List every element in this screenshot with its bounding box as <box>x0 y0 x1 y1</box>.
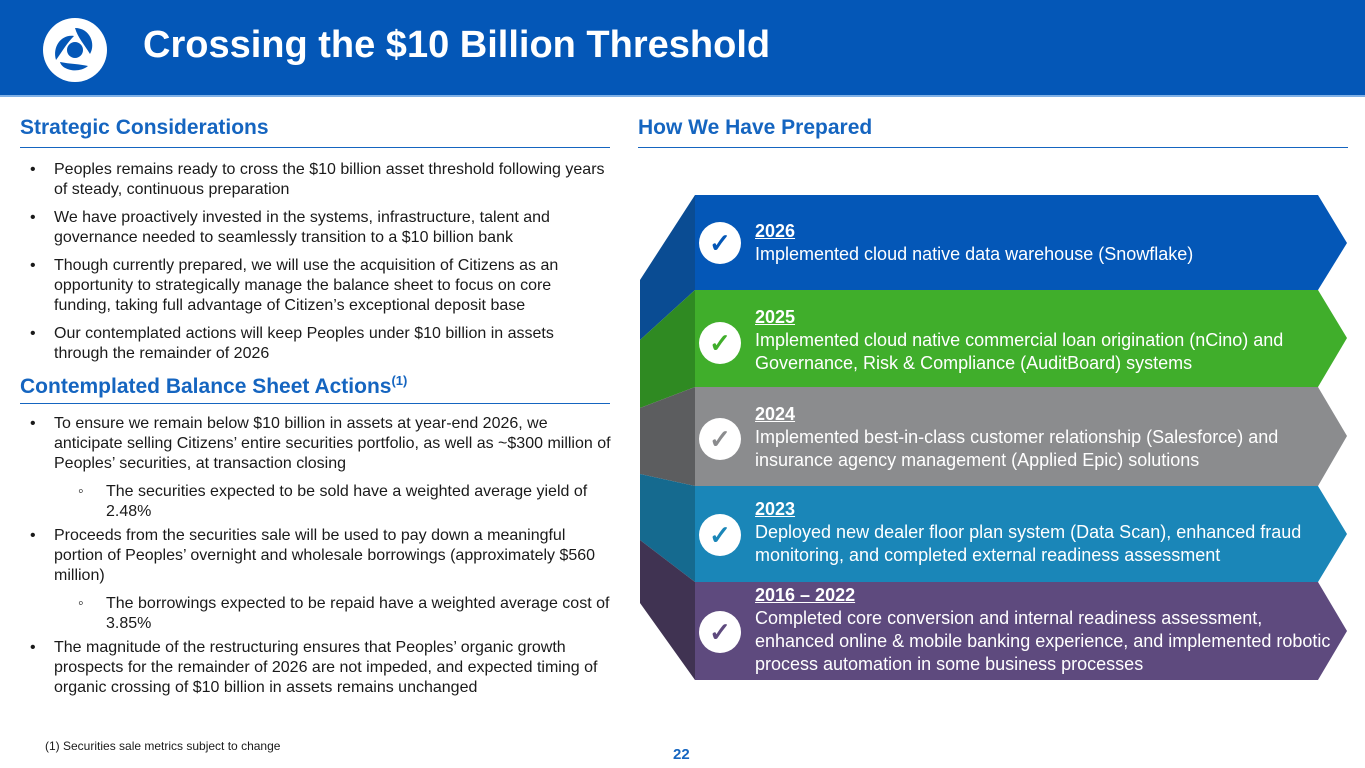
timeline-item-2024: 2024 Implemented best-in-class customer r… <box>755 403 1335 472</box>
divider <box>20 403 610 404</box>
description: Implemented cloud native commercial loan… <box>755 330 1284 373</box>
timeline-item-2016-2022: 2016 – 2022 Completed core conversion and… <box>755 584 1335 676</box>
description: Implemented cloud native data warehouse … <box>755 244 1194 264</box>
footnote-marker: (1) <box>391 373 408 388</box>
check-icon: ✓ <box>699 322 741 364</box>
band-side-2024 <box>640 387 695 486</box>
timeline-item-2026: 2026 Implemented cloud native data wareho… <box>755 220 1335 266</box>
check-icon: ✓ <box>699 418 741 460</box>
description: Deployed new dealer floor plan system (D… <box>755 522 1302 565</box>
check-icon: ✓ <box>699 222 741 264</box>
band-2024 <box>695 387 1347 486</box>
band-side-2016 <box>640 540 695 680</box>
check-icon: ✓ <box>699 611 741 653</box>
list-item: Proceeds from the securities sale will b… <box>22 526 612 586</box>
balance-sheet-actions-heading: Contemplated Balance Sheet Actions(1) <box>20 373 407 399</box>
divider <box>638 147 1348 148</box>
band-side-2025 <box>640 290 695 408</box>
year: 2026 <box>755 221 796 241</box>
actions-list: To ensure we remain below $10 billion in… <box>22 414 612 706</box>
page-title: Crossing the $10 Billion Threshold <box>143 24 771 66</box>
check-icon: ✓ <box>699 514 741 556</box>
list-item: Peoples remains ready to cross the $10 b… <box>22 160 612 200</box>
list-item: To ensure we remain below $10 billion in… <box>22 414 612 474</box>
list-item: Our contemplated actions will keep Peopl… <box>22 324 612 364</box>
footnote: (1) Securities sale metrics subject to c… <box>45 739 281 753</box>
band-2025 <box>695 290 1347 387</box>
heading-text: Contemplated Balance Sheet Actions <box>20 375 392 398</box>
header-bar: Crossing the $10 Billion Threshold <box>0 0 1365 97</box>
divider <box>20 147 610 148</box>
year: 2023 <box>755 499 796 519</box>
year: 2024 <box>755 404 796 424</box>
band-side-2023 <box>640 474 695 582</box>
year: 2025 <box>755 307 796 327</box>
timeline-item-2025: 2025 Implemented cloud native commercial … <box>755 306 1335 375</box>
year: 2016 – 2022 <box>755 585 856 605</box>
page-number: 22 <box>673 746 690 763</box>
band-side-2026 <box>640 195 695 340</box>
description: Implemented best-in-class customer relat… <box>755 427 1279 470</box>
list-item: Though currently prepared, we will use t… <box>22 256 612 316</box>
list-item: The magnitude of the restructuring ensur… <box>22 638 612 698</box>
how-prepared-heading: How We Have Prepared <box>638 116 873 139</box>
timeline-item-2023: 2023 Deployed new dealer floor plan syste… <box>755 498 1335 567</box>
company-logo <box>43 18 107 82</box>
sub-list-item: The securities expected to be sold have … <box>22 482 612 522</box>
description: Completed core conversion and internal r… <box>755 608 1331 674</box>
strategic-list: Peoples remains ready to cross the $10 b… <box>22 160 612 372</box>
sub-list-item: The borrowings expected to be repaid hav… <box>22 594 612 634</box>
strategic-considerations-heading: Strategic Considerations <box>20 116 269 139</box>
band-2023 <box>695 486 1347 582</box>
list-item: We have proactively invested in the syst… <box>22 208 612 248</box>
band-2026 <box>695 195 1347 290</box>
band-2016 <box>695 582 1347 680</box>
